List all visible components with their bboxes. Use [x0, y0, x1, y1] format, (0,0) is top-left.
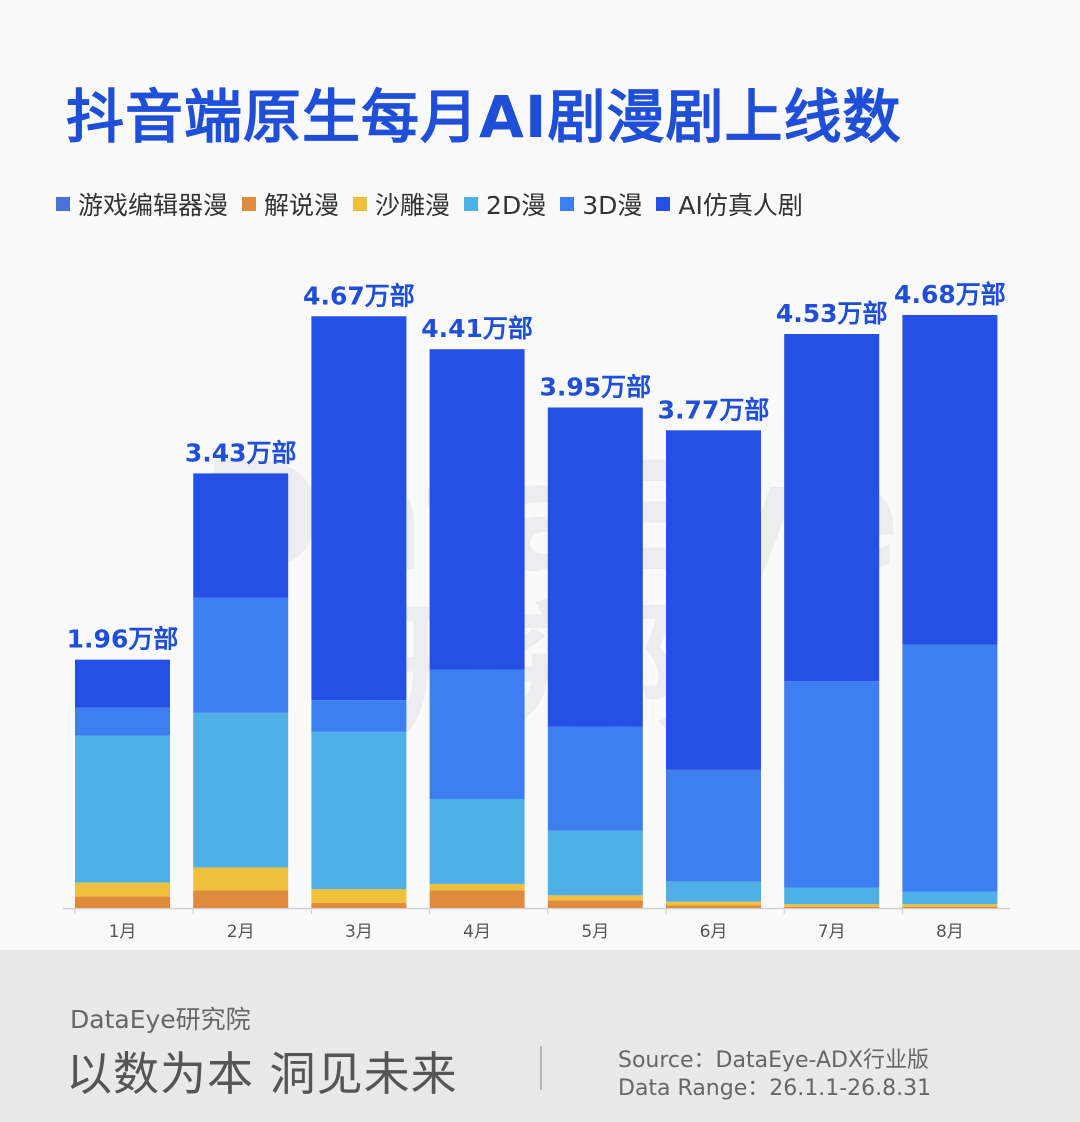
legend-label: 解说漫 [264, 191, 340, 220]
bar-segment [429, 669, 525, 800]
bar-segment [902, 906, 998, 908]
bar-segment [666, 901, 761, 906]
footer-divider [540, 1046, 542, 1090]
bar-segment [666, 769, 761, 882]
legend-item: 解说漫 [242, 186, 339, 222]
chart-title: 抖音端原生每月AI剧漫剧上线数 [66, 83, 902, 151]
bar-segment [547, 830, 643, 896]
chart-legend: 游戏编辑器漫 解说漫 沙雕漫 2D漫 3D漫 AI仿真人剧 [56, 186, 803, 222]
footer-brand: DataEye研究院 [70, 1005, 251, 1034]
bar-segment [193, 890, 289, 908]
data-label: 1.96万部 [67, 625, 179, 654]
bar-segment [547, 895, 643, 901]
bar-segment [75, 735, 170, 883]
legend-swatch [464, 197, 479, 211]
legend-label: 2D漫 [486, 191, 547, 220]
legend-label: AI仿真人剧 [678, 191, 803, 220]
legend-item: 沙雕漫 [353, 186, 450, 222]
bar-segment [902, 644, 998, 892]
footer-data-range: Data Range：26.1.1-26.8.31 [618, 1076, 932, 1101]
bar-segment [429, 349, 525, 670]
legend-swatch [560, 197, 575, 211]
bar-segment [429, 890, 525, 908]
legend-item: AI仿真人剧 [656, 186, 803, 222]
data-label: 3.77万部 [658, 395, 770, 424]
bar-segment [547, 900, 643, 908]
bar-segment [75, 707, 170, 736]
bar-segment [429, 883, 525, 891]
bar-segment [311, 888, 407, 903]
legend-label: 沙雕漫 [375, 191, 451, 220]
bar-segment [902, 904, 998, 907]
legend-item: 3D漫 [560, 186, 642, 222]
bar-segment [311, 731, 407, 889]
bar-segment [666, 905, 761, 908]
bar-segment [429, 799, 525, 884]
data-label: 4.68万部 [894, 280, 1006, 309]
bar-segment [75, 882, 170, 897]
bar-segment [547, 726, 643, 831]
bar-segment [784, 681, 880, 888]
bar-segment [193, 867, 289, 891]
x-tick-label: 1月 [109, 922, 137, 942]
bar-segment [784, 906, 880, 908]
legend-swatch [242, 197, 257, 211]
legend-item: 2D漫 [464, 186, 546, 222]
data-label: 4.53万部 [776, 299, 888, 328]
bar-segment [193, 597, 289, 713]
bar-segment [311, 700, 407, 732]
legend-swatch [56, 197, 70, 211]
legend-item: 游戏编辑器漫 [56, 186, 228, 222]
footer: DataEye研究院 以数为本 洞见未来 Source：DataEye-ADX行… [0, 950, 1080, 1122]
bar-segment [75, 896, 170, 908]
x-tick-label: 3月 [345, 922, 373, 942]
bar-segment [784, 334, 880, 682]
legend-label: 游戏编辑器漫 [78, 191, 229, 220]
bar-segment [193, 473, 289, 598]
x-tick-label: 7月 [818, 922, 846, 942]
bar-segment [784, 904, 880, 907]
data-label: 4.67万部 [303, 281, 415, 310]
bar-segment [75, 659, 170, 708]
bar-segment [311, 902, 407, 908]
bar-segment [902, 315, 998, 645]
bar-segment [666, 430, 761, 770]
footer-source: Source：DataEye-ADX行业版 [618, 1048, 930, 1073]
data-label: 3.43万部 [185, 438, 297, 467]
data-label: 4.41万部 [421, 314, 533, 343]
bar-segment [902, 891, 998, 905]
x-tick-label: 4月 [463, 922, 491, 942]
legend-swatch [656, 197, 671, 211]
bar-segment [666, 881, 761, 902]
bar-segment [547, 407, 643, 727]
x-tick-label: 6月 [700, 922, 728, 942]
bar-segment [784, 887, 880, 905]
bar-segment [311, 316, 407, 701]
stacked-bar-chart: 1.96万部 1月 3.43万部 2月 4.67万部 3月 4.41万部 4月 3.95万部 5月… [63, 280, 1010, 942]
legend-swatch [353, 197, 368, 211]
x-tick-label: 5月 [581, 922, 609, 942]
x-tick-label: 8月 [936, 922, 964, 942]
bar-segment [193, 712, 289, 868]
x-tick-label: 2月 [227, 922, 255, 942]
footer-slogan: 以数为本 洞见未来 [66, 1047, 458, 1101]
legend-label: 3D漫 [582, 191, 643, 220]
data-label: 3.95万部 [539, 372, 651, 401]
